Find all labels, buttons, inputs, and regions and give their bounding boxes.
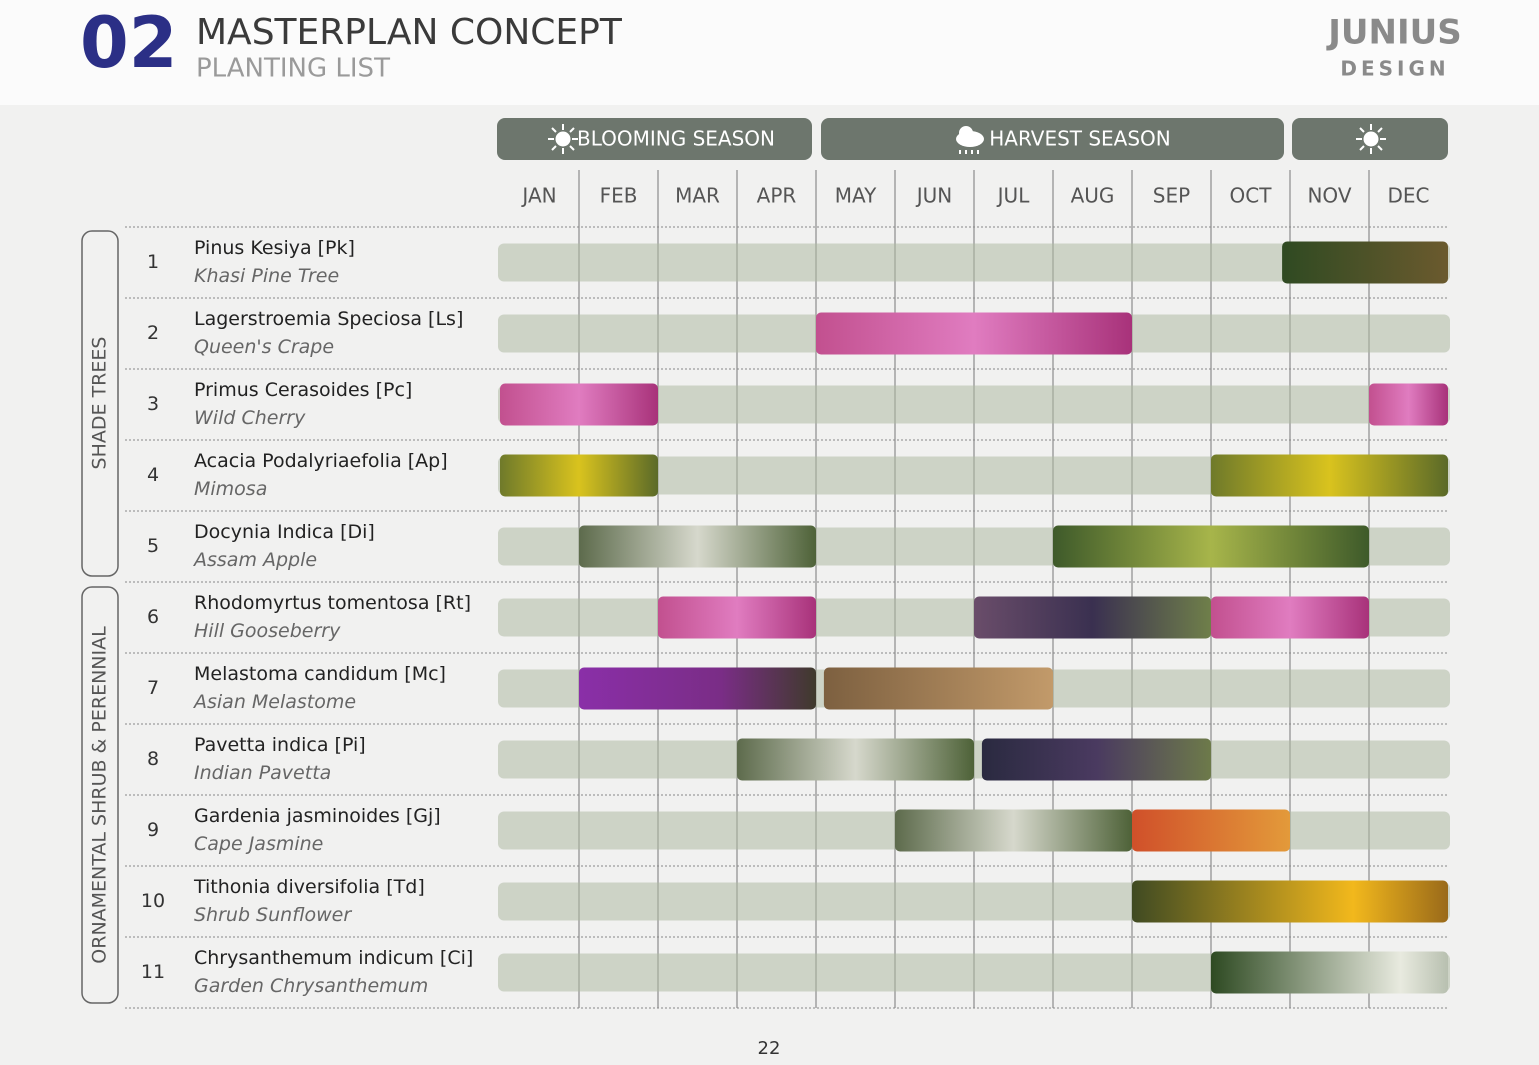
period-bar [823,667,1053,710]
month-label: JUL [996,184,1031,208]
title: MASTERPLAN CONCEPT [196,12,623,53]
month-label: SEP [1153,184,1190,208]
sun-icon [548,124,578,154]
plant-common-name: Wild Cherry [194,407,306,429]
month-label: MAY [835,184,877,208]
period-bar [895,809,1132,852]
plant-name: Tithonia diversifolia [Td] [193,876,425,898]
row-number: 11 [141,961,165,983]
row-number: 2 [147,322,159,344]
period-bar [1369,383,1448,426]
row-number: 7 [147,677,159,699]
section-number: 02 [80,2,177,84]
month-label: AUG [1071,184,1115,208]
row-number: 1 [147,251,159,273]
period-bar [1053,525,1369,568]
period-bar [500,454,658,497]
group-label: SHADE TREES [89,337,111,470]
row-number: 3 [147,393,159,415]
plant-common-name: Indian Pavetta [194,762,331,784]
season-banner [497,118,812,160]
plant-common-name: Hill Gooseberry [194,620,341,642]
logo: JUNIUS [1326,13,1461,53]
row-number: 10 [141,890,165,912]
sun-icon [1356,124,1386,154]
subtitle: PLANTING LIST [196,54,390,84]
logo-tagline: DESIGN [1340,57,1449,81]
period-bar [1132,809,1290,852]
plant-common-name: Assam Apple [192,549,317,571]
row-number: 4 [147,464,159,486]
month-label: MAR [675,184,720,208]
group-label: ORNAMENTAL SHRUB & PERENNIAL [89,626,111,964]
plant-name: Lagerstroemia Speciosa [Ls] [194,308,463,330]
season-label: HARVEST SEASON [989,127,1171,151]
row-number: 8 [147,748,159,770]
plant-name: Chrysanthemum indicum [Ci] [194,947,473,969]
period-bar [974,596,1211,639]
month-label: JAN [520,184,556,208]
period-bar [816,312,1132,355]
cloud-icon [956,126,984,154]
plant-name: Rhodomyrtus tomentosa [Rt] [194,592,471,614]
month-label: JUN [915,184,953,208]
period-bar [981,738,1211,781]
period-bar [1211,951,1448,994]
month-label: NOV [1307,184,1351,208]
row-number: 5 [147,535,159,557]
period-bar [579,525,816,568]
period-bar-faded [498,385,1450,424]
period-bar [658,596,816,639]
period-bar-faded [498,243,1450,282]
plant-common-name: Shrub Sunflower [194,904,352,926]
plant-common-name: Mimosa [194,478,267,500]
period-bar [1132,880,1448,923]
season-banner [821,118,1284,160]
plant-name: Docynia Indica [Di] [194,521,375,543]
month-label: APR [757,184,797,208]
row-number: 9 [147,819,159,841]
plant-common-name: Khasi Pine Tree [194,265,339,287]
page-number: 22 [758,1038,781,1059]
period-bar [737,738,974,781]
plant-common-name: Cape Jasmine [194,833,323,855]
plant-name: Pinus Kesiya [Pk] [194,237,355,259]
period-bar [500,383,658,426]
period-bar [1282,241,1448,284]
plant-name: Acacia Podalyriaefolia [Ap] [194,450,448,472]
period-bar [579,667,816,710]
month-label: OCT [1230,184,1273,208]
plant-name: Gardenia jasminoides [Gj] [194,805,441,827]
plant-common-name: Asian Melastome [192,691,356,713]
group-bracket [81,230,119,577]
group-bracket [81,586,119,1004]
month-label: FEB [600,184,638,208]
period-bar [1211,596,1369,639]
period-bar [1211,454,1448,497]
plant-common-name: Queen's Crape [194,336,334,358]
row-number: 6 [147,606,159,628]
plant-common-name: Garden Chrysanthemum [194,975,428,997]
season-label: BLOOMING SEASON [577,127,775,151]
plant-name: Melastoma candidum [Mc] [194,663,446,685]
header-band [0,0,1539,105]
month-label: DEC [1387,184,1429,208]
plant-name: Primus Cerasoides [Pc] [194,379,412,401]
plant-name: Pavetta indica [Pi] [194,734,366,756]
